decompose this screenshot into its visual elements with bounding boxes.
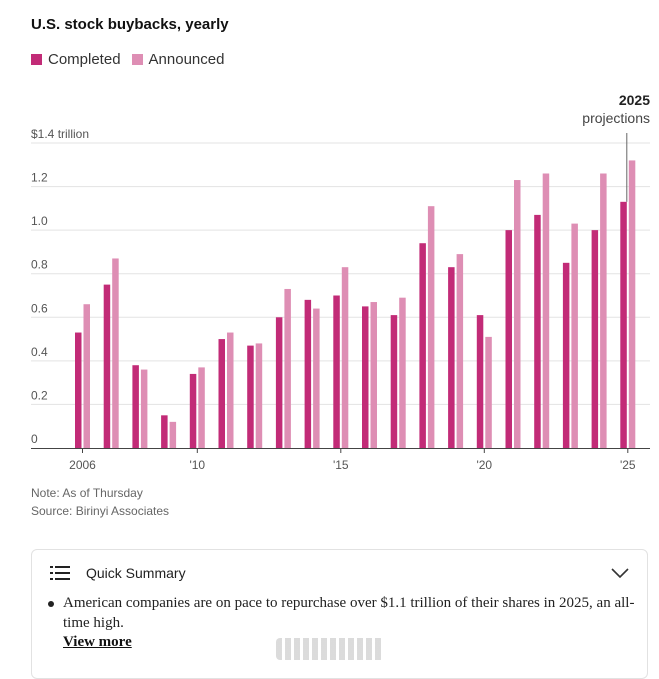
y-tick-label: 0.6 [31, 301, 48, 315]
bar-announced-2016 [370, 302, 377, 448]
bar-completed-2006 [75, 332, 82, 448]
chart-notes: Note: As of Thursday Source: Birinyi Ass… [31, 484, 169, 520]
quick-summary-card: Quick Summary American companies are on … [31, 549, 648, 679]
bar-completed-2015 [333, 295, 340, 448]
bar-completed-2008 [132, 365, 139, 448]
legend-item-announced: Announced [131, 51, 225, 68]
chart-note: Note: As of Thursday [31, 486, 143, 500]
projection-label-text: projections [582, 110, 650, 126]
bar-announced-2021 [514, 180, 521, 448]
x-tick-label: 2006 [69, 458, 96, 472]
bullet-dot [48, 601, 54, 607]
legend-swatch-completed [31, 54, 42, 65]
bar-completed-2022 [534, 214, 541, 448]
legend-item-completed: Completed [31, 51, 121, 68]
bar-completed-2023 [562, 262, 570, 448]
legend-label-announced: Announced [148, 51, 225, 68]
view-more-link[interactable]: View more [63, 634, 132, 650]
y-tick-label: 0.8 [31, 258, 48, 272]
legend: Completed Announced [31, 51, 235, 68]
bar-completed-2009 [161, 415, 168, 448]
bar-announced-2025 [628, 160, 636, 448]
x-tick-label: '10 [189, 458, 205, 472]
y-tick-label: 1.2 [31, 171, 48, 185]
list-icon [50, 566, 70, 580]
legend-label-completed: Completed [48, 51, 121, 68]
bar-announced-2017 [399, 297, 406, 448]
bar-announced-2007 [112, 258, 119, 448]
bar-announced-2019 [456, 254, 464, 448]
buybacks-bar-chart: 0 0.2 0.4 0.6 0.8 1.0 1.2 $1.4 trillion 2006 '10 '… [31, 92, 650, 472]
bar-announced-2006 [83, 304, 90, 448]
watermark-logo [276, 638, 384, 660]
bar-completed-2016 [362, 306, 369, 448]
quick-summary-header[interactable]: Quick Summary [50, 565, 186, 581]
bar-completed-2025 [620, 201, 627, 448]
bar-announced-2014 [313, 308, 320, 448]
chart-source: Source: Birinyi Associates [31, 504, 170, 518]
bar-completed-2020 [476, 315, 484, 448]
bar-completed-2011 [218, 339, 225, 448]
bar-announced-2010 [198, 367, 205, 448]
bar-completed-2007 [103, 284, 111, 448]
y-tick-label: 1.0 [31, 214, 48, 228]
y-tick-label: 0.4 [31, 345, 48, 359]
bar-announced-2018 [427, 206, 435, 448]
bar-announced-2020 [485, 336, 492, 448]
bar-announced-2009 [169, 421, 177, 448]
y-tick-label: 0.2 [31, 388, 48, 402]
bar-announced-2012 [255, 343, 263, 448]
bar-completed-2010 [189, 373, 197, 448]
chevron-down-icon[interactable] [611, 568, 629, 578]
bar-announced-2022 [542, 173, 550, 448]
x-tick-label: '25 [620, 458, 636, 472]
projection-label-year: 2025 [619, 92, 650, 108]
bar-announced-2015 [341, 267, 349, 448]
bar-completed-2013 [275, 317, 283, 448]
bar-announced-2011 [227, 332, 234, 448]
summary-bullet-item: American companies are on pace to repurc… [48, 593, 638, 633]
x-tick-label: '15 [333, 458, 349, 472]
bar-completed-2014 [304, 299, 312, 448]
quick-summary-title: Quick Summary [86, 565, 186, 581]
chart-title: U.S. stock buybacks, yearly [31, 16, 229, 33]
summary-bullet-text: American companies are on pace to repurc… [63, 595, 635, 631]
bar-completed-2017 [390, 315, 398, 448]
x-tick-label: '20 [476, 458, 492, 472]
bar-completed-2012 [247, 345, 254, 448]
bar-completed-2021 [505, 230, 512, 448]
legend-swatch-announced [131, 54, 143, 65]
bar-announced-2008 [140, 369, 148, 448]
bar-announced-2013 [284, 288, 291, 448]
bar-announced-2023 [571, 223, 578, 448]
bar-completed-2018 [419, 243, 426, 448]
bar-completed-2024 [591, 230, 599, 448]
bar-completed-2019 [448, 267, 455, 448]
y-tick-label: $1.4 trillion [31, 127, 89, 141]
bar-announced-2024 [600, 173, 607, 448]
y-tick-label: 0 [31, 432, 38, 446]
